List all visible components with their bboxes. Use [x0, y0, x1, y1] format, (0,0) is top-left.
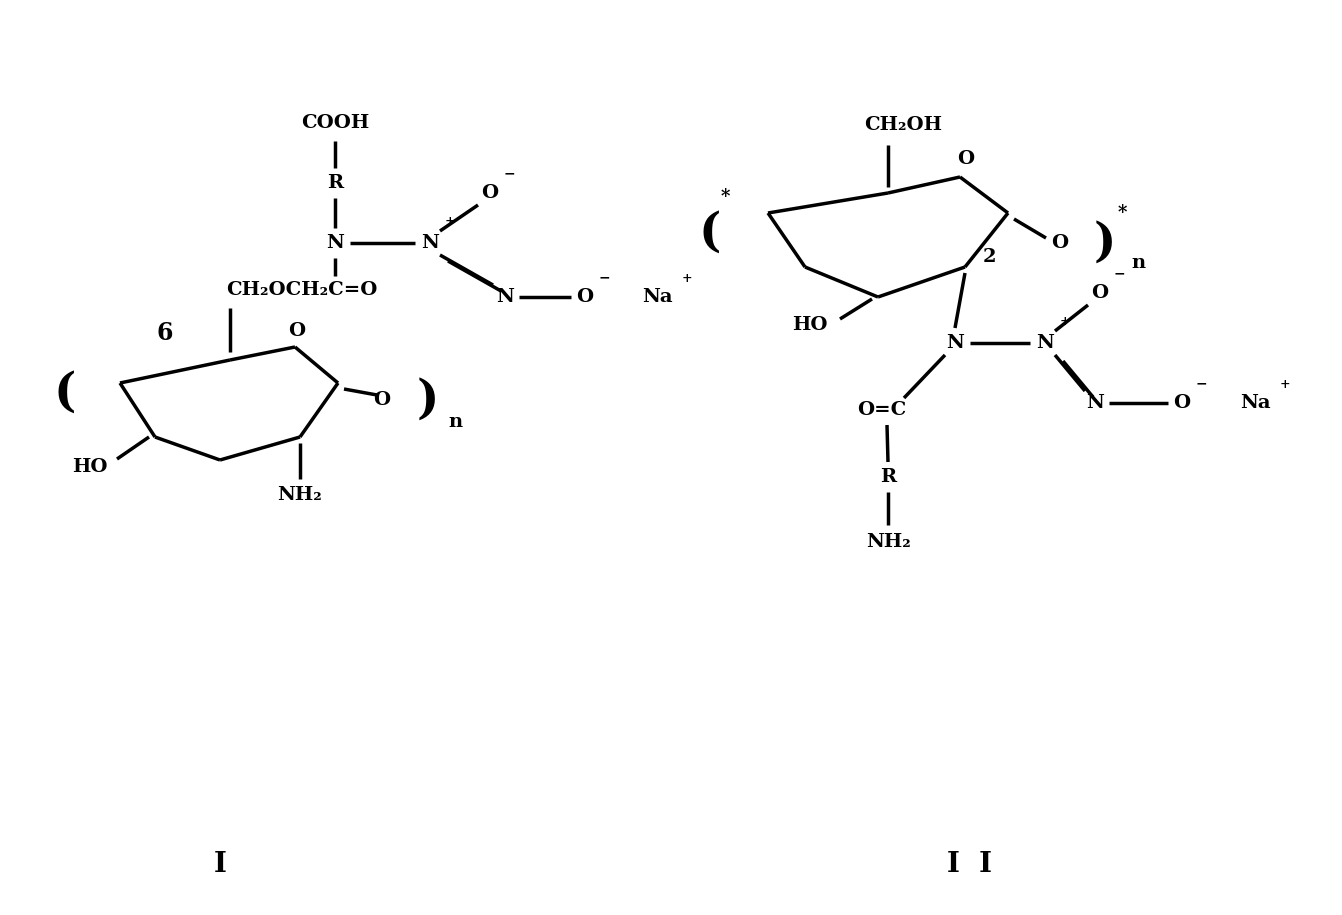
Text: HO: HO [792, 316, 828, 334]
Text: n: n [448, 413, 462, 431]
Text: CH₂OCH₂C=O: CH₂OCH₂C=O [227, 281, 377, 299]
Text: *: * [1118, 204, 1127, 222]
Text: COOH: COOH [301, 114, 369, 132]
Text: I: I [213, 852, 227, 878]
Text: I  I: I I [947, 852, 993, 878]
Text: N: N [1086, 394, 1104, 412]
Text: O: O [577, 288, 593, 306]
Text: ): ) [1094, 220, 1117, 266]
Text: +: + [682, 272, 692, 285]
Text: O: O [373, 391, 391, 409]
Text: O: O [1051, 234, 1068, 252]
Text: −: − [505, 166, 515, 180]
Text: ): ) [417, 377, 439, 423]
Text: (: ( [699, 210, 721, 256]
Text: O: O [289, 322, 306, 340]
Text: 6: 6 [157, 321, 173, 345]
Text: −: − [1114, 266, 1126, 280]
Text: O: O [482, 184, 499, 202]
Text: O: O [1091, 284, 1108, 302]
Text: N: N [497, 288, 514, 306]
Text: +: + [1060, 315, 1071, 328]
Text: +: + [1280, 378, 1291, 391]
Text: CH₂OH: CH₂OH [864, 116, 942, 134]
Text: −: − [599, 270, 611, 284]
Text: N: N [421, 234, 439, 252]
Text: N: N [1036, 334, 1053, 352]
Text: R: R [327, 174, 344, 192]
Text: *: * [721, 188, 730, 206]
Text: Na: Na [641, 288, 672, 306]
Text: O: O [1173, 394, 1190, 412]
Text: 2: 2 [982, 248, 997, 266]
Text: NH₂: NH₂ [278, 486, 322, 504]
Text: N: N [326, 234, 344, 252]
Text: N: N [946, 334, 964, 352]
Text: O: O [957, 150, 974, 168]
Text: Na: Na [1240, 394, 1271, 412]
Text: (: ( [54, 370, 76, 416]
Text: NH₂: NH₂ [866, 533, 910, 551]
Text: HO: HO [72, 458, 107, 476]
Text: n: n [1131, 254, 1145, 272]
Text: −: − [1196, 376, 1208, 390]
Text: +: + [446, 215, 456, 228]
Text: R: R [880, 468, 896, 486]
Text: O=C: O=C [858, 401, 907, 419]
